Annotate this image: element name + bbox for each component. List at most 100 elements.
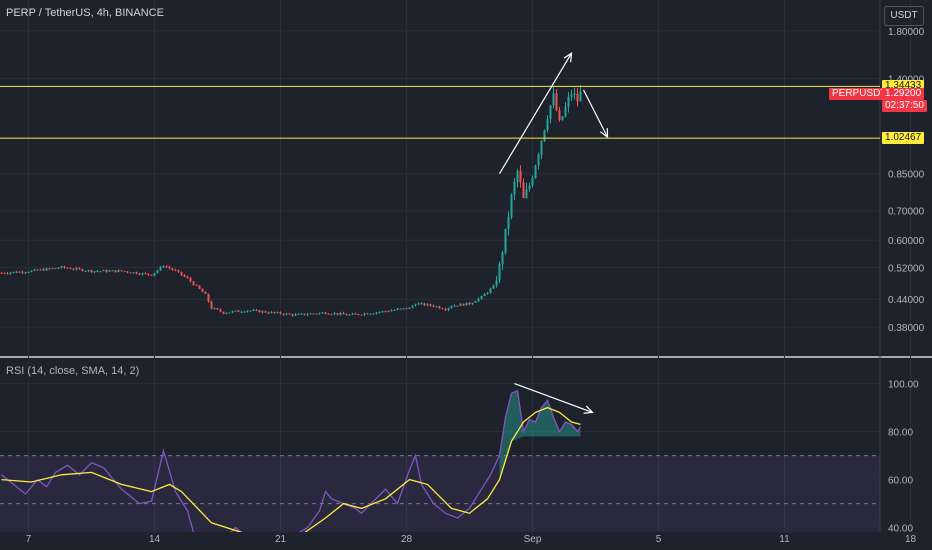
time-tick-label: Sep (524, 534, 542, 545)
candle-body (345, 314, 348, 316)
candle-body (201, 288, 204, 293)
candle-body (258, 310, 261, 313)
candle-body (207, 293, 210, 302)
candle-body (222, 311, 225, 314)
candle-body (378, 311, 381, 313)
candle-body (549, 105, 552, 120)
price-trend-arrow-1 (582, 89, 609, 138)
candle-body (402, 308, 405, 310)
candle-body (531, 177, 534, 186)
candle-body (183, 274, 186, 277)
candle-body (63, 266, 66, 268)
candle-body (21, 271, 24, 273)
candle-body (297, 313, 300, 315)
price-tick-label: 0.85000 (888, 170, 925, 181)
candle-body (159, 266, 162, 271)
candle-body (495, 280, 498, 286)
candle-body (174, 269, 177, 271)
candle-body (303, 313, 306, 315)
candle-body (30, 270, 33, 272)
candle-body (561, 116, 564, 120)
candle-body (429, 304, 432, 306)
candle-body (357, 313, 360, 315)
candle-body (168, 266, 171, 269)
time-tick-label: 28 (401, 534, 413, 545)
rsi-ma-line (1, 406, 581, 543)
price-tick-label: 0.44000 (888, 295, 925, 306)
candle-body (165, 266, 168, 268)
time-axis-band (0, 532, 932, 550)
candle-body (18, 271, 21, 273)
rsi-overbought-fill (499, 390, 581, 480)
candle-body (483, 293, 486, 297)
time-tick-label: 5 (656, 534, 662, 545)
candle-body (315, 313, 318, 315)
rsi-tick-label: 80.00 (888, 428, 913, 439)
candle-body (333, 313, 336, 315)
candle-body (426, 304, 429, 306)
candle-body (360, 314, 363, 316)
candle-body (87, 270, 90, 272)
candle-body (120, 270, 123, 272)
candle-body (81, 269, 84, 272)
candle-countdown-tag: 02:37:50 (882, 99, 927, 112)
candle-body (15, 271, 18, 273)
currency-unit-button[interactable]: USDT (884, 6, 924, 26)
candle-body (234, 310, 237, 312)
candle-body (456, 305, 459, 307)
candle-body (285, 313, 288, 315)
candle-body (489, 288, 492, 293)
last-price-symbol-tag: PERPUSDT (829, 87, 890, 100)
candle-body (96, 271, 99, 273)
candle-body (393, 309, 396, 311)
candle-body (432, 305, 435, 307)
candle-body (372, 313, 375, 315)
candle-body (123, 271, 126, 273)
candle-body (327, 313, 330, 315)
candle-body (279, 312, 282, 314)
rsi-tick-label: 40.00 (888, 524, 913, 535)
candle-body (525, 189, 528, 199)
candle-body (384, 311, 387, 313)
candle-body (504, 228, 507, 253)
candle-body (552, 93, 555, 106)
candle-body (414, 304, 417, 306)
candle-body (537, 154, 540, 166)
candle-body (447, 307, 450, 311)
rsi-indicator-title[interactable]: RSI (14, close, SMA, 14, 2) (6, 365, 140, 377)
candle-body (501, 252, 504, 264)
candle-body (102, 270, 105, 272)
candle-body (75, 268, 78, 270)
candle-body (228, 312, 231, 314)
candle-body (156, 270, 159, 273)
rsi-line (1, 389, 582, 550)
candle-body (405, 308, 408, 310)
candle-body (351, 313, 354, 315)
candle-body (312, 313, 315, 315)
candle-body (78, 268, 81, 270)
candle-body (57, 267, 60, 269)
candle-body (204, 292, 207, 294)
candle-body (48, 268, 51, 270)
candle-body (459, 303, 462, 306)
candle-body (306, 314, 309, 316)
candle-body (366, 313, 369, 315)
time-tick-label: 21 (275, 534, 287, 545)
price-tick-label: 0.52000 (888, 263, 925, 274)
candle-body (267, 312, 270, 314)
candle-body (534, 165, 537, 178)
candle-body (381, 311, 384, 313)
candle-body (354, 313, 357, 315)
candle-body (264, 311, 267, 313)
candle-body (546, 119, 549, 131)
candle-body (186, 276, 189, 279)
candle-body (192, 281, 195, 285)
time-tick-label: 14 (149, 534, 161, 545)
candle-body (141, 273, 144, 275)
candle-body (291, 314, 294, 316)
rsi-band (0, 455, 880, 542)
candle-body (492, 285, 495, 289)
candle-body (108, 270, 111, 272)
